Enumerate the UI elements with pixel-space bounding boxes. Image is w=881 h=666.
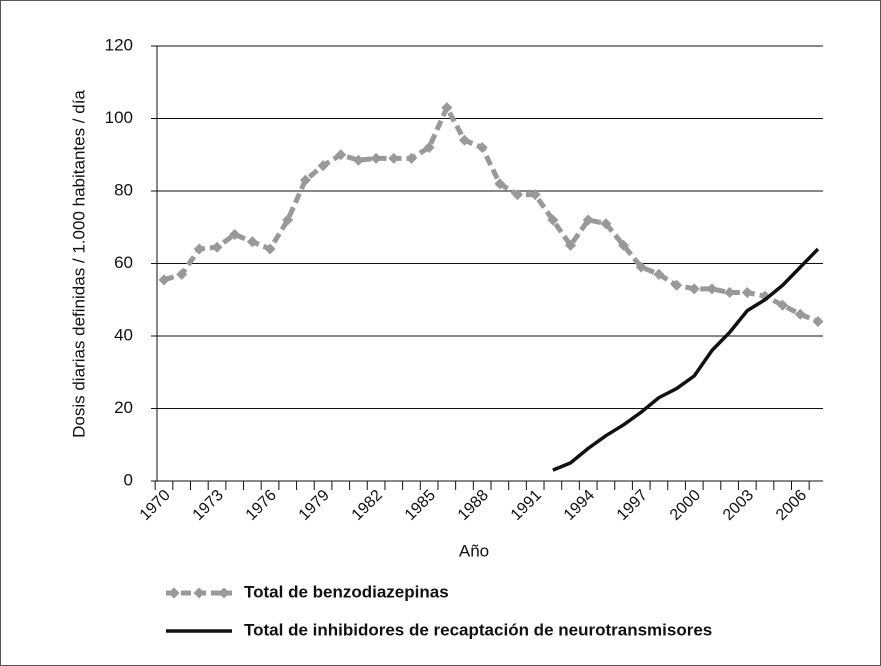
marker [529, 189, 541, 201]
marker [264, 243, 276, 255]
y-axis-label: Dosis diarias definidas / 1.000 habitant… [69, 90, 88, 438]
marker [653, 268, 665, 280]
marker [299, 174, 311, 186]
marker [335, 149, 347, 161]
x-tick-label: 1985 [402, 487, 439, 524]
marker [193, 243, 205, 255]
marker [388, 152, 400, 164]
marker [158, 274, 170, 286]
marker [812, 316, 824, 327]
marker [282, 214, 294, 226]
y-tick-label: 60 [114, 253, 133, 272]
x-tick-label: 1994 [561, 487, 598, 524]
marker [458, 134, 470, 146]
marker [405, 152, 417, 164]
marker [671, 279, 683, 291]
x-tick-label: 1988 [455, 487, 492, 524]
marker [565, 239, 577, 251]
y-tick-label: 100 [105, 108, 133, 127]
marker [582, 214, 594, 226]
y-tick-label: 80 [114, 180, 133, 199]
legend-label: Total de inhibidores de recaptación de n… [244, 620, 712, 639]
marker [494, 178, 506, 190]
marker [741, 287, 753, 298]
marker [512, 189, 524, 201]
x-tick-label: 1979 [296, 487, 333, 524]
y-tick-label: 40 [114, 325, 133, 344]
marker [176, 268, 188, 280]
legend-marker [168, 587, 180, 599]
marker [600, 218, 612, 230]
x-tick-label: 1970 [137, 487, 174, 524]
x-tick-label: 1973 [190, 487, 227, 524]
legend-marker [218, 587, 230, 599]
marker [229, 229, 241, 240]
marker [246, 236, 258, 248]
x-axis-label: Año [459, 541, 489, 560]
marker [688, 283, 700, 295]
marker [724, 287, 736, 298]
legend-marker [193, 587, 205, 599]
y-tick-label: 120 [105, 35, 133, 54]
marker [211, 241, 223, 253]
x-tick-label: 1991 [508, 487, 545, 524]
x-tick-label: 1982 [349, 487, 386, 524]
marker [635, 261, 647, 273]
marker [352, 154, 364, 166]
marker [317, 160, 329, 172]
marker [706, 283, 718, 295]
marker [441, 102, 453, 114]
marker [423, 142, 435, 153]
marker [370, 152, 382, 164]
x-tick-label: 1976 [243, 487, 280, 524]
y-tick-label: 20 [114, 398, 133, 417]
line-series [552, 247, 820, 472]
marker [618, 239, 630, 251]
marker [794, 308, 806, 320]
x-tick-label: 2003 [720, 487, 757, 524]
legend-label: Total de benzodiazepinas [244, 582, 449, 601]
marker [547, 214, 559, 226]
marker [476, 142, 488, 153]
line-series [163, 105, 819, 324]
x-tick-label: 1997 [614, 487, 651, 524]
x-tick-label: 2006 [773, 487, 810, 524]
y-tick-label: 0 [124, 470, 133, 489]
marker [777, 299, 789, 311]
x-tick-label: 2000 [667, 487, 704, 524]
